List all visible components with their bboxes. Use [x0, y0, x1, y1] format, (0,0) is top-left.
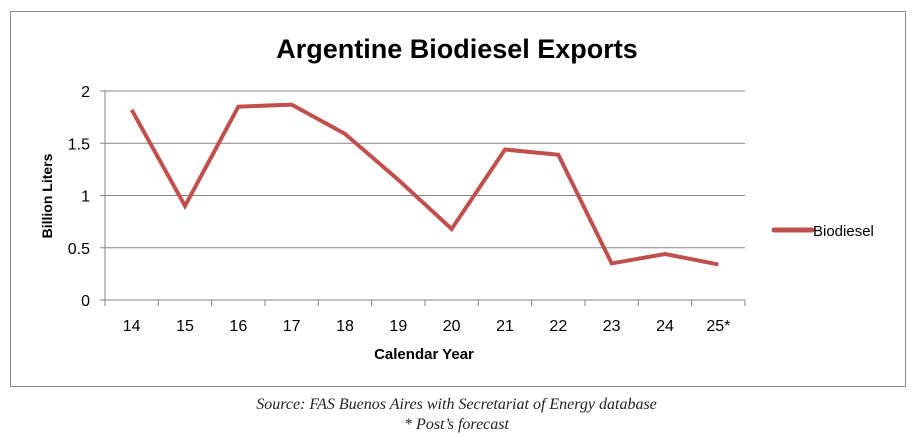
x-tick-label: 15: [176, 318, 194, 335]
x-tick-label: 17: [283, 318, 301, 335]
chart-title: Argentine Biodiesel Exports: [276, 34, 638, 64]
y-axis-ticks: 0 0.5 1 1.5 2: [68, 84, 105, 310]
y-axis-label: Billion Liters: [39, 153, 55, 238]
y-tick-label: 1: [81, 189, 90, 206]
chart-frame: [10, 11, 906, 387]
x-tick-label: 24: [656, 318, 674, 335]
y-tick-label: 0.5: [68, 241, 90, 258]
x-tick-label: 20: [443, 318, 461, 335]
x-tick-label: 14: [123, 318, 141, 335]
x-tick-label: 16: [229, 318, 247, 335]
legend-label-biodiesel: Biodiesel: [813, 223, 874, 240]
x-tick-label: 22: [549, 318, 567, 335]
forecast-note: * Post’s forecast: [404, 416, 509, 433]
y-tick-label: 2: [81, 84, 90, 101]
legend: Biodiesel: [771, 223, 874, 240]
x-axis-ticks: 14 15 16 17 18 19 20 21 22 23 24 25*: [104, 300, 746, 335]
x-tick-label: 23: [603, 318, 621, 335]
x-tick-label: 25*: [706, 318, 730, 335]
x-tick-label: 19: [389, 318, 407, 335]
series-group: [129, 102, 719, 267]
y-tick-label: 0: [81, 293, 90, 310]
series-line-biodiesel: [129, 102, 719, 267]
x-tick-label: 21: [496, 318, 514, 335]
source-note: Source: FAS Buenos Aires with Secretaria…: [256, 396, 657, 413]
gridlines: [104, 90, 745, 301]
x-axis-label: Calendar Year: [374, 346, 474, 363]
x-tick-label: 18: [336, 318, 354, 335]
y-tick-label: 1.5: [68, 136, 90, 153]
